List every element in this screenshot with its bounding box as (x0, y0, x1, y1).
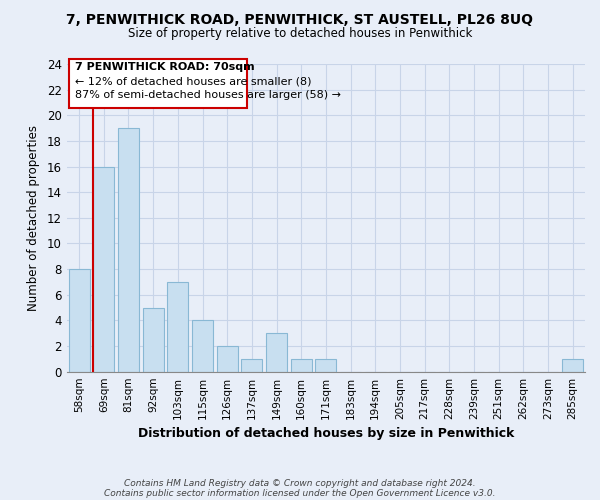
Bar (217, 346, 238, 372)
Bar (241, 359, 262, 372)
Text: Contains HM Land Registry data © Crown copyright and database right 2024.: Contains HM Land Registry data © Crown c… (124, 478, 476, 488)
Bar (562, 359, 583, 372)
Bar (316, 359, 337, 372)
Text: Contains public sector information licensed under the Open Government Licence v3: Contains public sector information licen… (104, 488, 496, 498)
Bar (266, 333, 287, 372)
Bar (68, 269, 89, 372)
Bar (192, 320, 213, 372)
Text: ← 12% of detached houses are smaller (8): ← 12% of detached houses are smaller (8) (75, 76, 311, 86)
Bar (143, 308, 164, 372)
Bar (118, 128, 139, 372)
Text: 87% of semi-detached houses are larger (58) →: 87% of semi-detached houses are larger (… (75, 90, 341, 100)
Text: Size of property relative to detached houses in Penwithick: Size of property relative to detached ho… (128, 28, 472, 40)
X-axis label: Distribution of detached houses by size in Penwithick: Distribution of detached houses by size … (138, 427, 514, 440)
Y-axis label: Number of detached properties: Number of detached properties (27, 125, 40, 311)
Bar (167, 282, 188, 372)
Bar (69, 59, 247, 108)
Bar (94, 166, 115, 372)
Text: 7, PENWITHICK ROAD, PENWITHICK, ST AUSTELL, PL26 8UQ: 7, PENWITHICK ROAD, PENWITHICK, ST AUSTE… (67, 12, 533, 26)
Text: 7 PENWITHICK ROAD: 70sqm: 7 PENWITHICK ROAD: 70sqm (75, 62, 254, 72)
Bar (291, 359, 312, 372)
